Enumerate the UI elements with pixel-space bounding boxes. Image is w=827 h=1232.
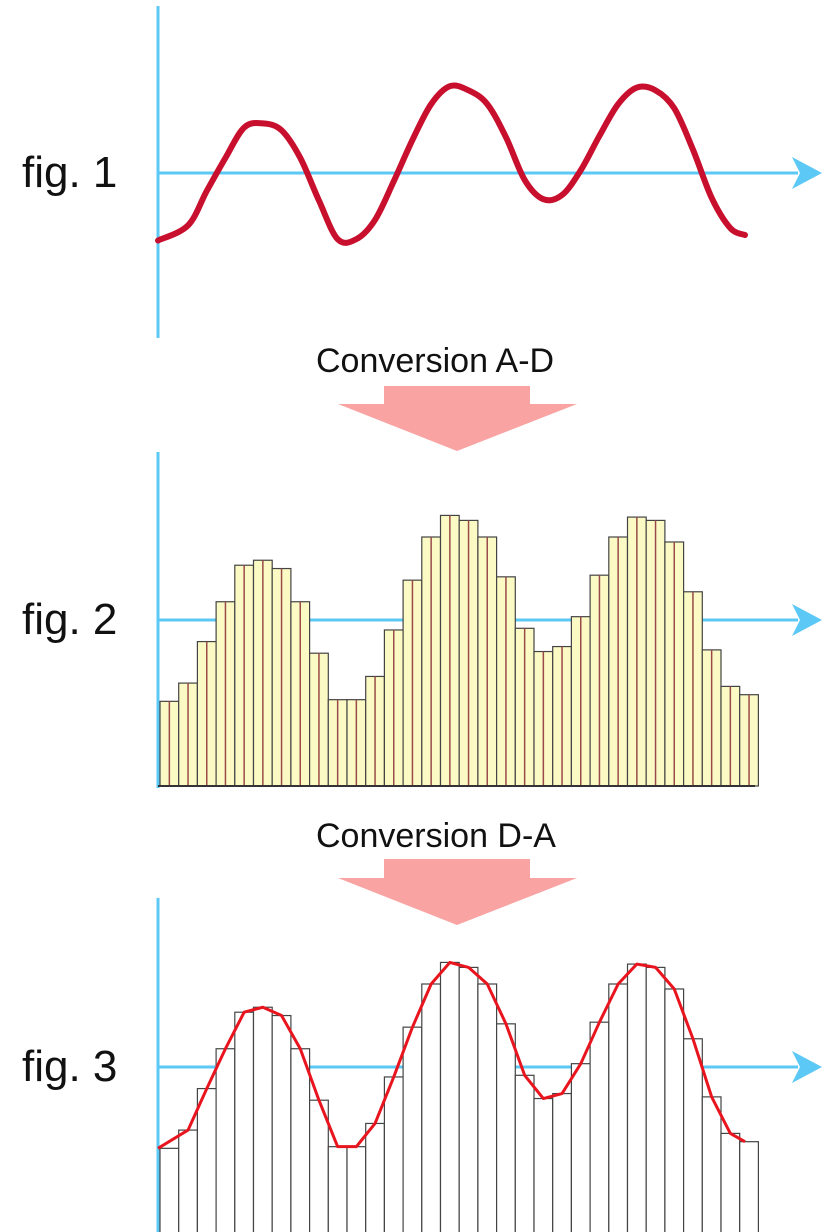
- conversion-a-d: Conversion A-D: [316, 342, 577, 451]
- figure-2-sample-bars: [159, 514, 760, 787]
- sample-bar: [514, 1074, 535, 1232]
- figure-1-analog-signal: [155, 82, 748, 246]
- sample-bar: [701, 1096, 722, 1232]
- figure-3-sample-bars: [159, 961, 760, 1232]
- sample-bar: [271, 1014, 292, 1232]
- sample-bar: [496, 1023, 516, 1232]
- sample-bar: [608, 983, 629, 1232]
- sample-bar: [215, 1048, 236, 1232]
- sample-bar: [682, 1038, 703, 1232]
- figure-2-x-axis-arrowhead: [792, 604, 822, 636]
- sample-bar: [196, 1087, 217, 1232]
- figure-3: [156, 898, 822, 1232]
- sample-bar: [234, 1011, 255, 1232]
- sample-bar: [570, 1063, 591, 1232]
- conversion-a-d-arrow: [338, 386, 577, 451]
- sample-bar: [346, 1146, 367, 1232]
- figure-1-x-axis-arrowhead: [792, 157, 822, 189]
- figure-3-reconstructed-signal: [157, 960, 746, 1150]
- sample-bar: [159, 1147, 180, 1232]
- figure-1-label: fig. 1: [22, 148, 117, 197]
- sample-bar: [383, 1076, 404, 1232]
- sample-bar: [533, 1097, 554, 1232]
- conversion-d-a: Conversion D-A: [316, 817, 577, 925]
- figure-3-label: fig. 3: [22, 1042, 117, 1091]
- sample-bar: [739, 1141, 760, 1232]
- sample-bar: [327, 1146, 348, 1232]
- sample-bar: [626, 963, 647, 1232]
- sample-bar: [439, 961, 460, 1232]
- conversion-d-a-arrow: [338, 859, 577, 925]
- sample-bar: [458, 966, 479, 1232]
- figure-2: fig. 2: [22, 452, 822, 788]
- sample-bar: [589, 1021, 610, 1232]
- conversion-d-a-label: Conversion D-A: [316, 817, 556, 855]
- sample-bar: [290, 1048, 311, 1232]
- conversion-a-d-label: Conversion A-D: [316, 342, 554, 380]
- sample-bar: [178, 1129, 198, 1232]
- sample-bar: [720, 1132, 741, 1232]
- figure-2-label: fig. 2: [22, 595, 117, 644]
- sample-bar: [421, 983, 442, 1232]
- sample-bar: [402, 1026, 423, 1232]
- sample-bar: [552, 1092, 573, 1232]
- sample-bar: [645, 966, 666, 1232]
- figure-3-x-axis-arrowhead: [792, 1051, 822, 1083]
- sample-bar: [477, 983, 498, 1232]
- sample-bar: [365, 1122, 386, 1232]
- sample-bar: [664, 988, 685, 1232]
- sample-bar: [252, 1006, 273, 1232]
- figure-1: fig. 1: [22, 6, 822, 338]
